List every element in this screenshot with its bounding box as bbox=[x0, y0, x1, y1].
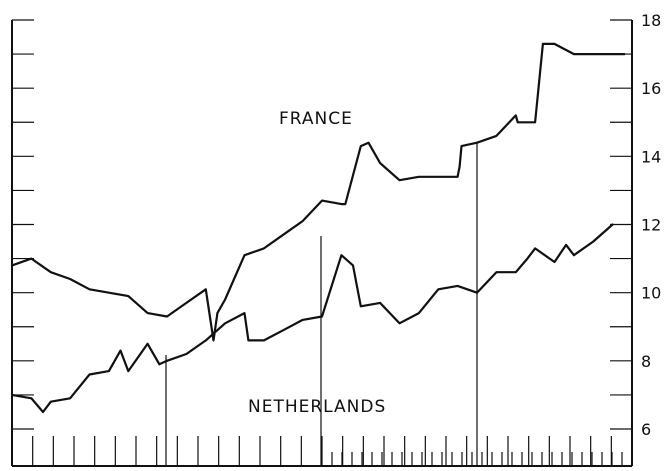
y-tick-label: 18 bbox=[641, 11, 661, 30]
y-axis-ticks: 6 8 10 12 14 16 18 bbox=[12, 11, 661, 439]
series-lines bbox=[10, 42, 626, 414]
y-tick-label: 16 bbox=[641, 79, 661, 98]
series-line-france bbox=[10, 42, 626, 342]
vertical-reference-lines bbox=[165, 143, 478, 466]
y-tick-label: 10 bbox=[641, 284, 661, 303]
y-tick-label: 14 bbox=[641, 147, 661, 166]
series-label-france: FRANCE bbox=[279, 109, 353, 129]
series-line-netherlands bbox=[10, 223, 614, 414]
y-tick-label: 8 bbox=[641, 352, 651, 371]
y-tick-label: 12 bbox=[641, 216, 661, 235]
x-axis-ticks bbox=[11, 436, 633, 466]
series-labels: FRANCE NETHERLANDS bbox=[248, 109, 386, 417]
series-label-netherlands: NETHERLANDS bbox=[248, 397, 386, 417]
y-tick-label: 6 bbox=[641, 420, 651, 439]
